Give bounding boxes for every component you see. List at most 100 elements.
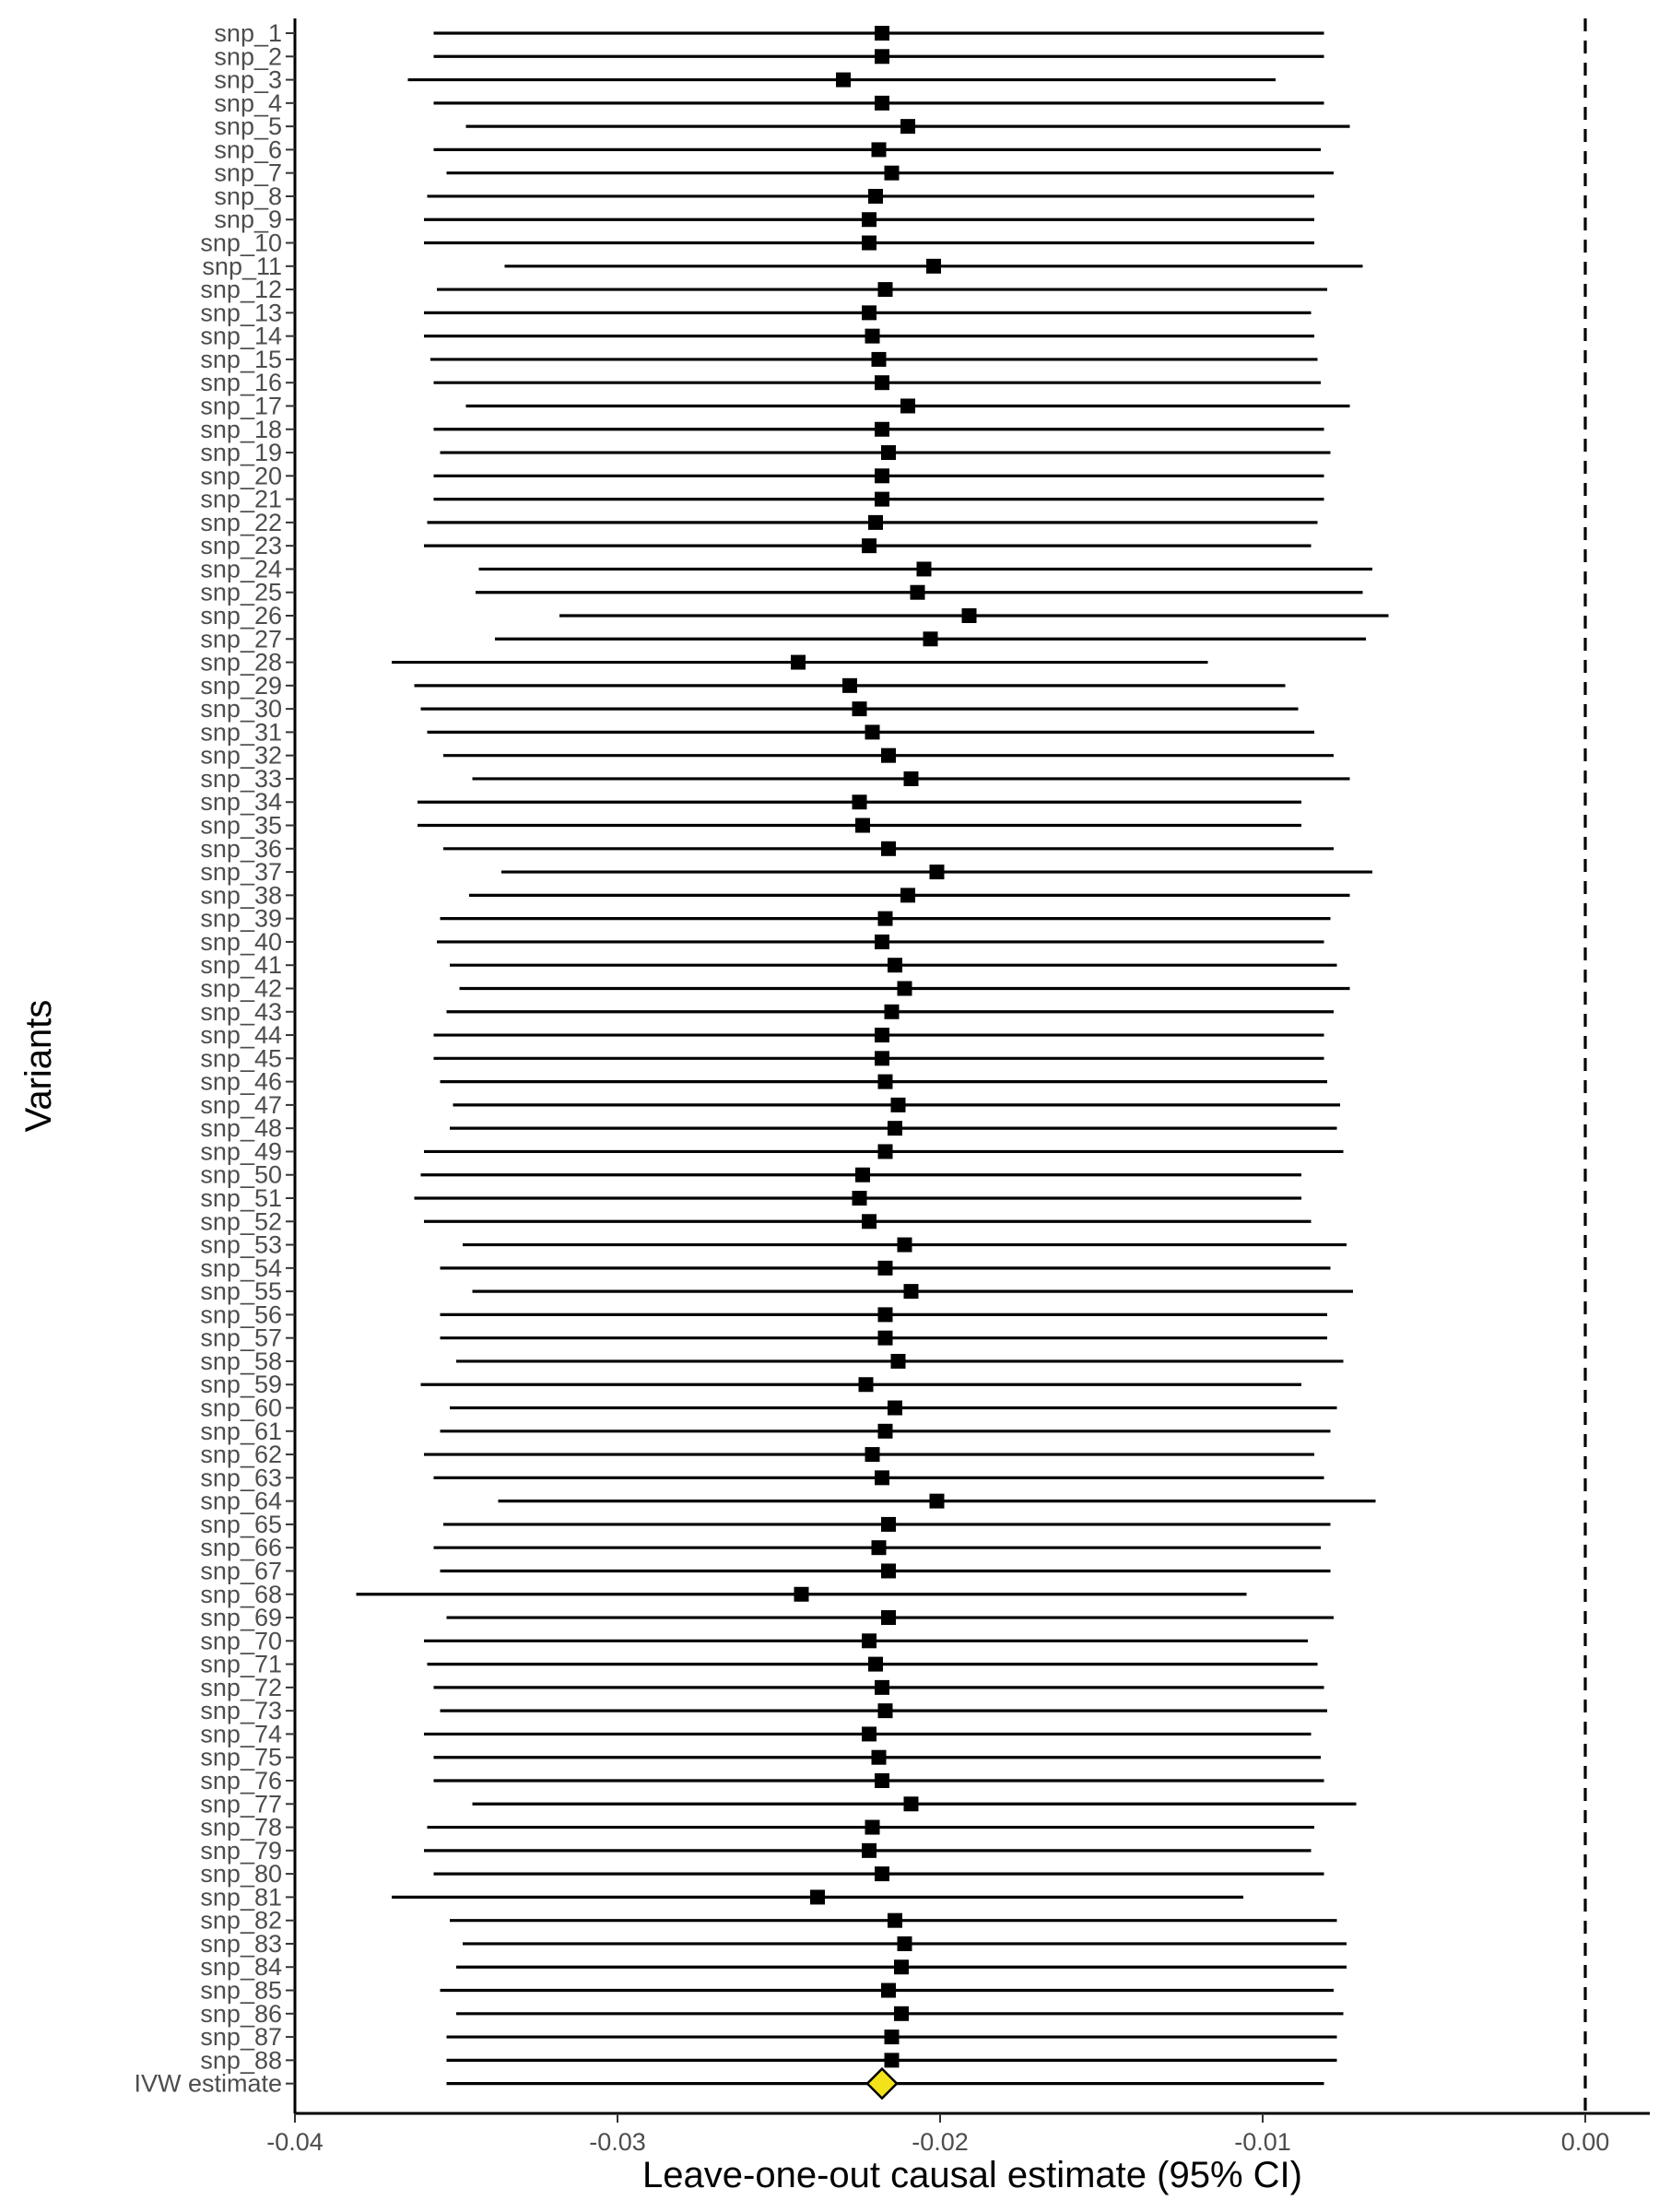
y-tick-label-snp-51: snp_51	[200, 1184, 282, 1212]
y-tick-label-snp-53: snp_53	[200, 1231, 282, 1259]
point-snp-3	[836, 72, 851, 88]
point-snp-30	[852, 701, 867, 717]
point-snp-65	[881, 1516, 896, 1532]
point-snp-5	[900, 119, 915, 135]
point-estimates	[791, 26, 977, 2100]
point-snp-69	[881, 1610, 896, 1626]
y-tick-label-snp-35: snp_35	[200, 812, 282, 840]
point-snp-10	[862, 235, 877, 251]
y-tick-label-snp-11: snp_11	[202, 253, 282, 280]
y-tick-label-snp-47: snp_47	[200, 1091, 282, 1119]
x-tick-label-1: -0.03	[589, 2128, 646, 2156]
y-tick-label-snp-56: snp_56	[200, 1300, 282, 1328]
point-snp-87	[884, 2030, 900, 2045]
y-tick-label-snp-80: snp_80	[200, 1860, 282, 1888]
point-snp-58	[890, 1353, 906, 1369]
y-tick-label-snp-86: snp_86	[200, 2000, 282, 2028]
y-tick-label-snp-3: snp_3	[214, 66, 282, 94]
x-tick-label-0: -0.04	[266, 2128, 324, 2156]
point-snp-23	[862, 538, 877, 554]
y-tick-label-snp-78: snp_78	[200, 1814, 282, 1841]
y-tick-label-snp-38: snp_38	[200, 881, 282, 909]
point-snp-19	[881, 445, 896, 461]
point-snp-57	[877, 1330, 893, 1346]
point-snp-13	[862, 305, 877, 321]
point-snp-64	[929, 1493, 945, 1509]
y-tick-label-snp-32: snp_32	[200, 742, 282, 770]
point-snp-79	[862, 1842, 877, 1858]
y-tick-label-snp-61: snp_61	[200, 1418, 282, 1445]
point-snp-38	[900, 888, 915, 903]
x-axis-title: Leave-one-out causal estimate (95% CI)	[642, 2155, 1302, 2195]
y-tick-label-snp-18: snp_18	[200, 416, 282, 443]
y-tick-label-snp-65: snp_65	[200, 1511, 282, 1538]
y-tick-label-snp-52: snp_52	[200, 1207, 282, 1235]
point-snp-66	[871, 1540, 887, 1556]
y-tick-label-snp-24: snp_24	[200, 555, 282, 582]
y-tick-label-snp-81: snp_81	[200, 1883, 282, 1911]
y-tick-label-snp-27: snp_27	[200, 625, 282, 653]
point-snp-76	[875, 1773, 889, 1788]
y-tick-label-snp-67: snp_67	[200, 1557, 282, 1584]
y-tick-label-snp-76: snp_76	[200, 1767, 282, 1794]
point-snp-1	[875, 26, 889, 41]
y-tick-label-snp-50: snp_50	[200, 1161, 282, 1189]
y-tick-label-snp-43: snp_43	[200, 998, 282, 1026]
y-tick-label-snp-29: snp_29	[200, 672, 282, 700]
point-snp-37	[929, 865, 945, 880]
point-snp-55	[903, 1284, 919, 1300]
point-snp-17	[900, 398, 915, 414]
point-snp-28	[791, 654, 806, 670]
point-snp-22	[868, 514, 883, 530]
point-snp-26	[961, 608, 977, 623]
point-snp-84	[894, 1959, 909, 1975]
point-snp-59	[858, 1377, 874, 1393]
y-tick-label-snp-66: snp_66	[200, 1534, 282, 1561]
y-tick-label-snp-40: snp_40	[200, 928, 282, 956]
y-tick-label-snp-36: snp_36	[200, 835, 282, 863]
y-tick-label-snp-28: snp_28	[200, 649, 282, 677]
y-axis-title: Variants	[18, 1000, 59, 1133]
point-snp-43	[884, 1004, 900, 1019]
y-tick-label-snp-30: snp_30	[200, 695, 282, 723]
point-snp-54	[877, 1260, 893, 1276]
y-tick-label-snp-20: snp_20	[200, 462, 282, 489]
y-tick-label-snp-45: snp_45	[200, 1044, 282, 1072]
y-tick-label-snp-37: snp_37	[200, 858, 282, 886]
point-snp-80	[875, 1866, 889, 1882]
point-snp-39	[877, 911, 893, 926]
point-snp-36	[881, 841, 896, 856]
point-snp-33	[903, 771, 919, 786]
point-snp-2	[875, 49, 889, 65]
y-tick-label-snp-12: snp_12	[200, 276, 282, 303]
y-tick-label-snp-84: snp_84	[200, 1953, 282, 1981]
point-snp-46	[877, 1074, 893, 1089]
point-snp-83	[897, 1936, 912, 1951]
point-snp-88	[884, 2053, 900, 2068]
y-tick-label-snp-33: snp_33	[200, 765, 282, 793]
point-snp-31	[865, 724, 880, 740]
point-snp-61	[877, 1423, 893, 1439]
y-tick-label-snp-74: snp_74	[200, 1720, 282, 1747]
y-tick-label-snp-69: snp_69	[200, 1604, 282, 1631]
point-snp-50	[855, 1167, 870, 1182]
point-snp-20	[875, 468, 889, 484]
point-snp-16	[875, 375, 889, 391]
y-tick-label-snp-13: snp_13	[200, 299, 282, 326]
y-tick-label-snp-75: snp_75	[200, 1744, 282, 1771]
point-snp-6	[871, 142, 887, 158]
point-snp-12	[877, 282, 893, 298]
point-snp-25	[910, 584, 925, 600]
y-tick-label-snp-64: snp_64	[200, 1488, 282, 1515]
ivw-estimate-diamond	[865, 2066, 899, 2100]
point-snp-75	[871, 1749, 887, 1765]
point-snp-71	[868, 1656, 883, 1672]
y-tick-label-snp-23: snp_23	[200, 532, 282, 559]
point-snp-67	[881, 1563, 896, 1579]
y-tick-label-snp-46: snp_46	[200, 1068, 282, 1096]
point-snp-82	[888, 1912, 902, 1928]
y-tick-label-snp-41: snp_41	[200, 951, 282, 979]
y-tick-label-snp-88: snp_88	[200, 2046, 282, 2074]
y-tick-label-snp-25: snp_25	[200, 579, 282, 606]
x-tick-label-3: -0.01	[1234, 2128, 1291, 2156]
